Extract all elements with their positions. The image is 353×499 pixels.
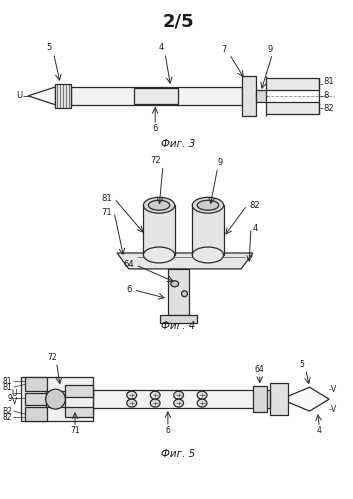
Text: 81: 81 xyxy=(323,77,334,86)
Ellipse shape xyxy=(197,399,207,407)
Ellipse shape xyxy=(127,399,137,407)
Text: 9: 9 xyxy=(217,158,222,167)
Text: 6: 6 xyxy=(166,427,170,436)
Text: 81: 81 xyxy=(102,194,112,203)
Text: 64: 64 xyxy=(255,365,265,374)
Bar xyxy=(65,407,92,417)
Ellipse shape xyxy=(174,399,184,407)
Text: 6: 6 xyxy=(152,124,158,133)
Bar xyxy=(25,407,47,421)
Ellipse shape xyxy=(150,399,160,407)
Text: 4: 4 xyxy=(158,42,164,51)
Bar xyxy=(134,88,178,104)
Text: Фиг. 5: Фиг. 5 xyxy=(162,449,196,459)
Text: 8: 8 xyxy=(323,91,329,100)
Text: Фиг. 3: Фиг. 3 xyxy=(162,139,196,149)
Text: Фиг. 4: Фиг. 4 xyxy=(162,320,196,330)
Bar xyxy=(25,393,47,405)
Text: 72: 72 xyxy=(150,156,161,165)
Bar xyxy=(25,377,47,391)
Polygon shape xyxy=(288,387,329,411)
Bar xyxy=(143,205,175,255)
Text: V: V xyxy=(12,397,17,406)
Bar xyxy=(192,205,223,255)
Ellipse shape xyxy=(181,291,187,297)
Bar xyxy=(21,377,92,421)
Text: 9: 9 xyxy=(8,394,12,403)
Text: B1: B1 xyxy=(2,383,12,392)
Text: 71: 71 xyxy=(70,427,80,436)
Bar xyxy=(242,76,256,116)
Text: 72: 72 xyxy=(48,353,57,362)
Text: 81: 81 xyxy=(3,377,12,386)
Ellipse shape xyxy=(127,391,137,399)
Ellipse shape xyxy=(46,389,65,409)
Bar xyxy=(160,315,197,322)
Polygon shape xyxy=(117,253,253,269)
Text: 5: 5 xyxy=(46,42,51,51)
Text: 5: 5 xyxy=(299,360,304,369)
Bar xyxy=(92,390,270,408)
Ellipse shape xyxy=(174,391,184,399)
Text: U: U xyxy=(16,91,22,100)
Ellipse shape xyxy=(171,281,179,287)
Bar xyxy=(270,383,288,415)
Ellipse shape xyxy=(197,391,207,399)
Text: 6: 6 xyxy=(126,285,132,294)
Bar xyxy=(55,84,71,108)
Text: B2: B2 xyxy=(2,407,12,416)
Bar xyxy=(256,90,265,102)
Text: V: V xyxy=(331,405,336,414)
Bar xyxy=(71,87,242,105)
Text: V: V xyxy=(331,385,336,394)
Bar xyxy=(168,269,189,315)
Ellipse shape xyxy=(150,391,160,399)
Ellipse shape xyxy=(143,197,175,213)
Bar xyxy=(46,391,65,407)
Ellipse shape xyxy=(192,197,223,213)
Text: 82: 82 xyxy=(3,413,12,422)
Text: 64: 64 xyxy=(123,260,134,269)
Ellipse shape xyxy=(192,247,223,263)
Text: 82: 82 xyxy=(249,201,259,210)
Bar xyxy=(65,385,92,397)
Text: 82: 82 xyxy=(323,104,334,113)
Text: 4: 4 xyxy=(253,224,258,233)
Bar xyxy=(265,102,319,114)
Text: U: U xyxy=(12,389,17,398)
Text: 71: 71 xyxy=(102,208,112,217)
Text: 4: 4 xyxy=(317,427,322,436)
Bar xyxy=(265,78,319,90)
Ellipse shape xyxy=(143,247,175,263)
Text: 2/5: 2/5 xyxy=(163,12,195,30)
Polygon shape xyxy=(28,87,55,105)
Ellipse shape xyxy=(197,200,219,210)
Text: 9: 9 xyxy=(268,44,273,53)
Text: 7: 7 xyxy=(221,44,226,53)
Bar xyxy=(253,386,267,412)
Ellipse shape xyxy=(148,200,170,210)
